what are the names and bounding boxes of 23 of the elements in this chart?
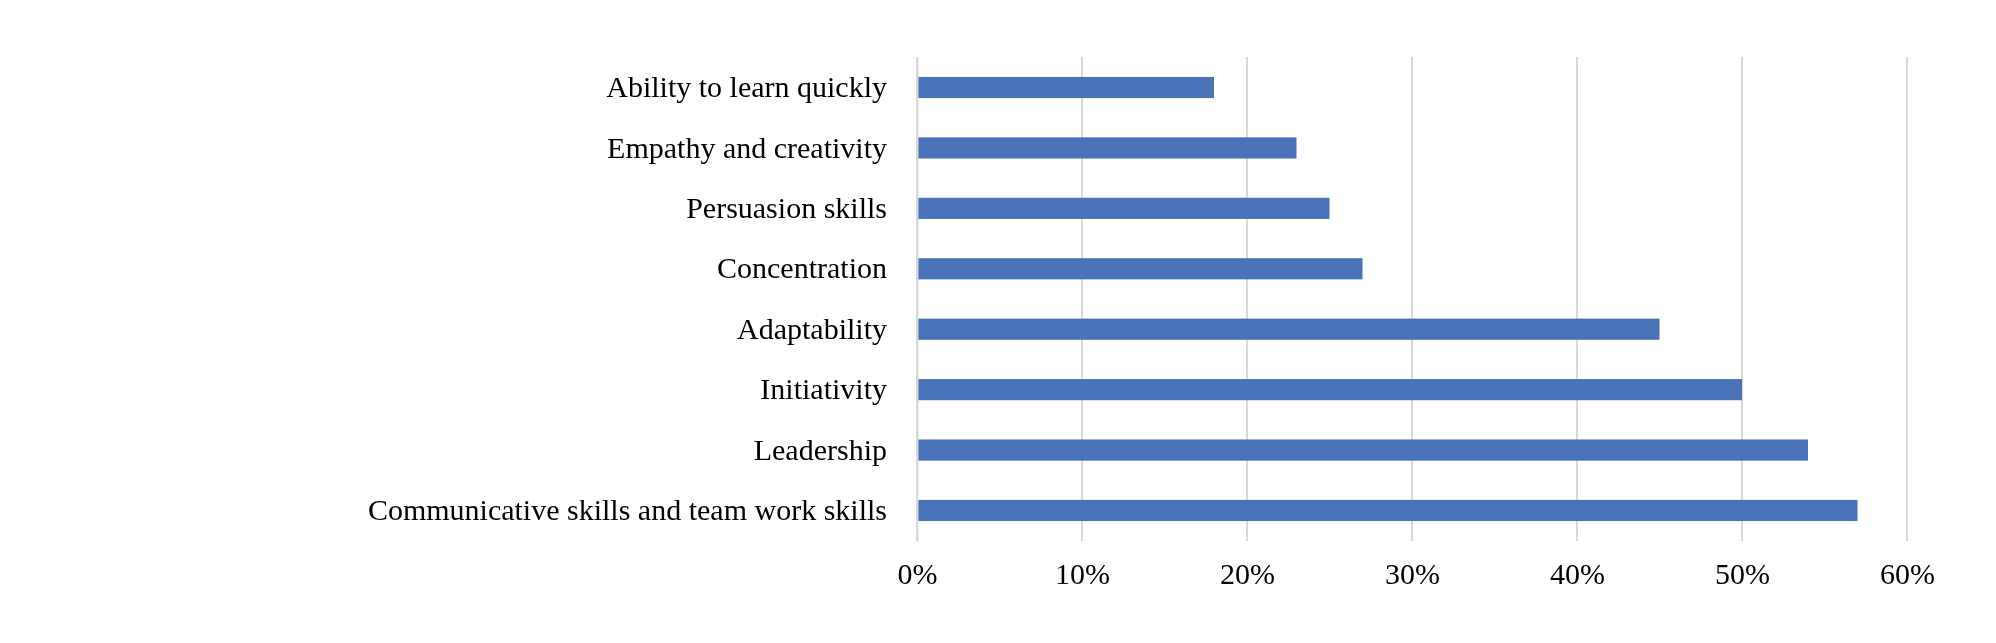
y-tick-label: Persuasion skills — [686, 190, 887, 224]
x-tick-label: 50% — [1715, 557, 1770, 591]
y-tick-label: Concentration — [717, 251, 887, 285]
y-tick-label: Empathy and creativity — [607, 130, 887, 164]
x-tick-label: 40% — [1550, 557, 1605, 591]
bar — [917, 76, 1214, 99]
y-tick-label: Leadership — [753, 432, 887, 466]
bar — [917, 318, 1660, 340]
y-tick-label: Communicative skills and team work skills — [367, 493, 887, 527]
x-tick-label: 10% — [1055, 557, 1110, 591]
y-tick-label: Initiativity — [760, 372, 887, 406]
bar — [917, 197, 1330, 219]
bar — [917, 379, 1742, 401]
bar — [917, 499, 1858, 522]
y-tick-label: Ability to learn quickly — [606, 70, 887, 104]
bar — [917, 137, 1297, 159]
bar — [917, 439, 1808, 461]
x-tick-label: 30% — [1385, 557, 1440, 591]
x-tick-label: 0% — [897, 557, 938, 591]
x-tick-label: 20% — [1220, 557, 1275, 591]
x-tick-label: 60% — [1880, 557, 1935, 591]
bar — [917, 258, 1363, 280]
y-tick-label: Adaptability — [737, 311, 887, 345]
